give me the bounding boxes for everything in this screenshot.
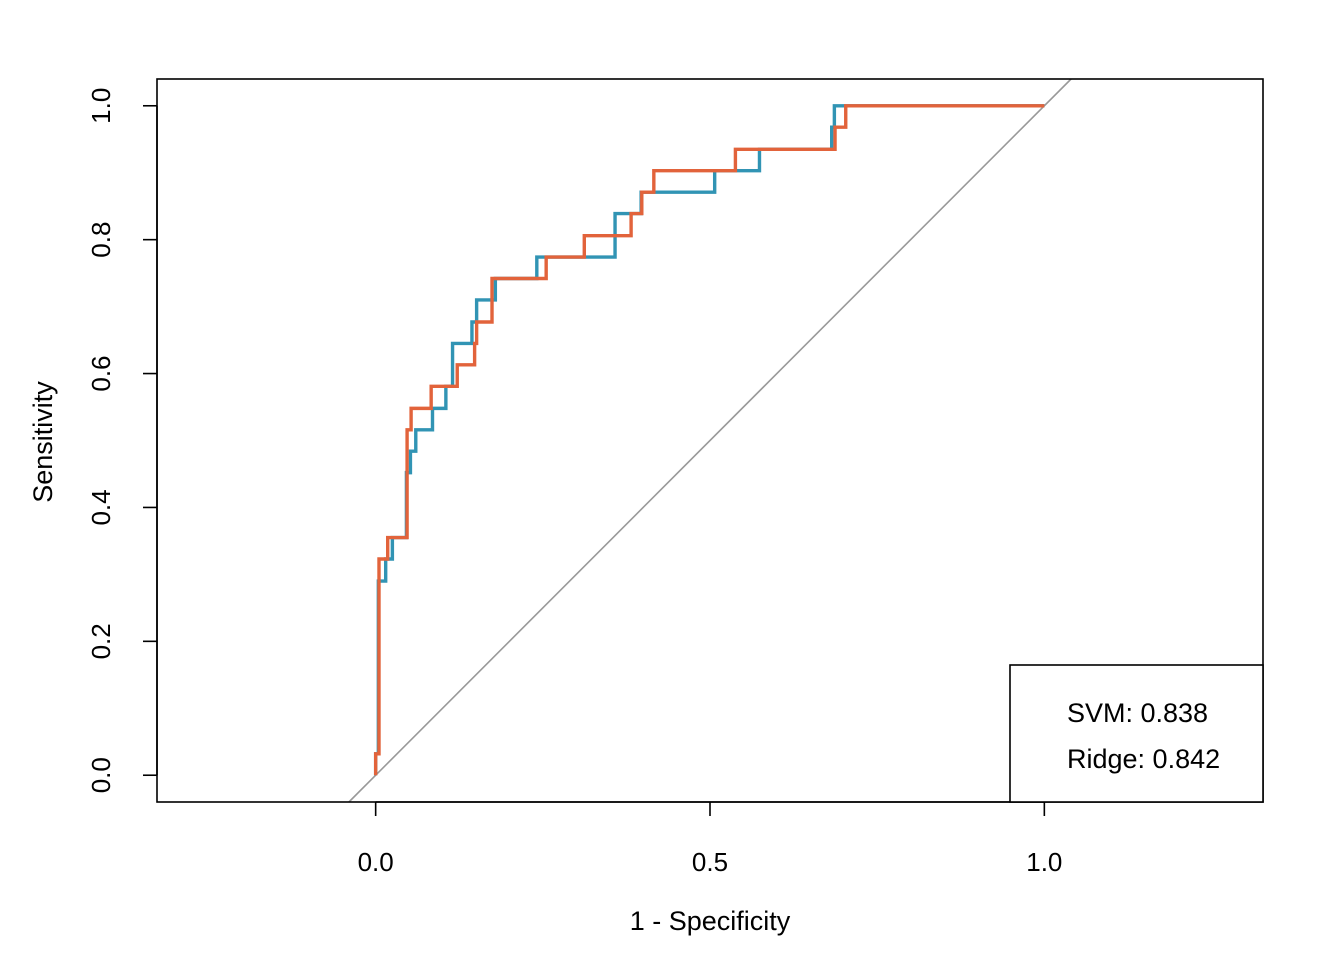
y-tick-label: 1.0 bbox=[86, 88, 116, 124]
series-layer bbox=[373, 104, 1045, 776]
reference-diagonal-line bbox=[348, 78, 1072, 803]
legend: SVM: 0.838 Ridge: 0.842 bbox=[1009, 664, 1264, 803]
y-tick-label: 0.4 bbox=[86, 489, 116, 525]
x-tick-label: 0.0 bbox=[358, 847, 394, 877]
legend-entry-2: Ridge: 0.842 bbox=[1067, 744, 1220, 774]
legend-box bbox=[1009, 664, 1264, 803]
reference-layer bbox=[348, 78, 1072, 803]
x-tick-label: 1.0 bbox=[1026, 847, 1062, 877]
y-axis: 0.0 0.2 0.4 0.6 0.8 1.0 bbox=[86, 88, 158, 793]
y-axis-title: Sensitivity bbox=[28, 381, 58, 503]
y-tick-label: 0.6 bbox=[86, 355, 116, 391]
legend-entry-1: SVM: 0.838 bbox=[1067, 698, 1208, 728]
y-tick-label: 0.0 bbox=[86, 757, 116, 793]
roc-series-line-2 bbox=[373, 104, 1045, 776]
x-tick-label: 0.5 bbox=[692, 847, 728, 877]
y-tick-label: 0.8 bbox=[86, 222, 116, 258]
y-tick-label: 0.2 bbox=[86, 623, 116, 659]
x-axis-title: 1 - Specificity bbox=[630, 906, 791, 936]
x-axis: 0.0 0.5 1.0 bbox=[358, 801, 1062, 877]
